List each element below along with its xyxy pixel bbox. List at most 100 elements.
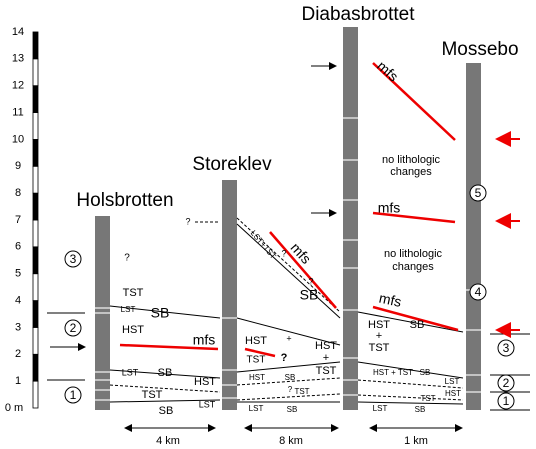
- label: HST: [245, 335, 267, 347]
- scale-label: 7: [15, 214, 21, 226]
- mfs-lines: [119, 62, 459, 358]
- label: LST: [121, 305, 136, 314]
- label: SB: [420, 368, 431, 377]
- label: no lithologic: [382, 154, 441, 166]
- label: TST: [123, 287, 144, 299]
- scale-segment: [32, 246, 39, 275]
- unit-markers: 3 2 1 5 4 3 2 1: [64, 184, 515, 410]
- label: LST: [199, 399, 216, 409]
- unit-circle: [64, 386, 82, 404]
- label: SB: [415, 405, 426, 414]
- label: LST: [122, 367, 139, 377]
- unit-circle: [497, 374, 515, 392]
- scale-segment: [32, 31, 39, 60]
- unit-number: 3: [70, 252, 77, 266]
- distance: 1 km: [404, 435, 428, 447]
- unit-number: 1: [503, 394, 510, 408]
- label: changes: [392, 261, 434, 273]
- label: ?: [308, 276, 313, 286]
- scale-label: 3: [15, 321, 21, 333]
- scale-segment: [32, 165, 39, 194]
- label: SB: [287, 405, 298, 414]
- label: mfs: [287, 239, 314, 266]
- section-name: Storeklev: [192, 154, 272, 175]
- column: [222, 180, 237, 410]
- label: HST: [368, 319, 390, 331]
- scale-unit: 0 m: [5, 402, 23, 414]
- label: ?: [185, 216, 190, 226]
- scale-label: 6: [15, 241, 21, 253]
- label: HST: [249, 373, 265, 382]
- label: HST: [122, 324, 144, 336]
- section-name: Holsbrotten: [76, 190, 173, 211]
- scale-label: 12: [12, 80, 24, 92]
- scale-segment: [32, 85, 39, 113]
- label: SB: [158, 367, 173, 379]
- label: ?: [288, 385, 293, 394]
- correlation-lines: [47, 217, 530, 411]
- scale-segment: [32, 327, 39, 355]
- label: +: [376, 330, 382, 342]
- scale-label: 10: [12, 133, 24, 145]
- column: [466, 63, 481, 410]
- label: HST: [315, 340, 337, 352]
- scale-segment: [32, 138, 39, 167]
- scale-label: 14: [12, 26, 24, 38]
- label: SB: [159, 405, 174, 417]
- scale-segment: [32, 112, 39, 140]
- scale-segment: [32, 58, 39, 87]
- arrows: [50, 62, 520, 432]
- label: TST: [369, 342, 390, 354]
- label: no lithologic: [384, 248, 443, 260]
- label: TST: [294, 387, 309, 396]
- label: HST: [194, 376, 216, 388]
- scale-label: 2: [15, 348, 21, 360]
- scale-segment: [32, 353, 39, 382]
- label: mfs: [378, 200, 401, 216]
- unit-number: 1: [70, 388, 77, 402]
- unit-circle: [64, 319, 82, 337]
- unit-number: 2: [503, 376, 510, 390]
- unit-number: 5: [475, 186, 482, 200]
- unit-circle: [497, 392, 515, 410]
- label: TST: [316, 365, 337, 377]
- label: changes: [390, 166, 432, 178]
- scale-segment: [32, 219, 39, 248]
- unit-number: 3: [503, 341, 510, 355]
- label: +: [323, 352, 329, 364]
- label: LST: [373, 404, 388, 413]
- label: SB: [151, 305, 170, 321]
- label: ?: [281, 352, 288, 364]
- unit-circle: [64, 250, 82, 268]
- label: LST: [445, 377, 460, 386]
- section-name: Diabasbrottet: [301, 4, 415, 25]
- scale-label: 8: [15, 187, 21, 199]
- unit-circle: [469, 184, 487, 202]
- unit-number: 2: [70, 321, 77, 335]
- scale-label: 1: [15, 375, 21, 387]
- label: mfs: [374, 58, 401, 85]
- scale-segment: [32, 273, 39, 301]
- label: SB: [300, 287, 319, 303]
- label: ?: [281, 248, 286, 258]
- scale-label: 9: [15, 160, 21, 172]
- label: TST: [420, 394, 435, 403]
- column-beds: [95, 117, 481, 401]
- unit-circle: [469, 283, 487, 301]
- scale-label: 5: [15, 268, 21, 280]
- distance: 8 km: [279, 435, 303, 447]
- label: LST+TST: [249, 229, 278, 261]
- scale-label: 11: [12, 106, 23, 118]
- unit-number: 4: [475, 285, 482, 299]
- label: ?: [124, 253, 130, 264]
- scale-segment: [32, 192, 39, 221]
- scale-label: 13: [12, 53, 24, 65]
- label: HST + TST: [373, 368, 413, 377]
- column: [343, 27, 358, 410]
- unit-circle: [497, 339, 515, 357]
- label: TST: [247, 355, 266, 366]
- label: mfs: [378, 290, 403, 310]
